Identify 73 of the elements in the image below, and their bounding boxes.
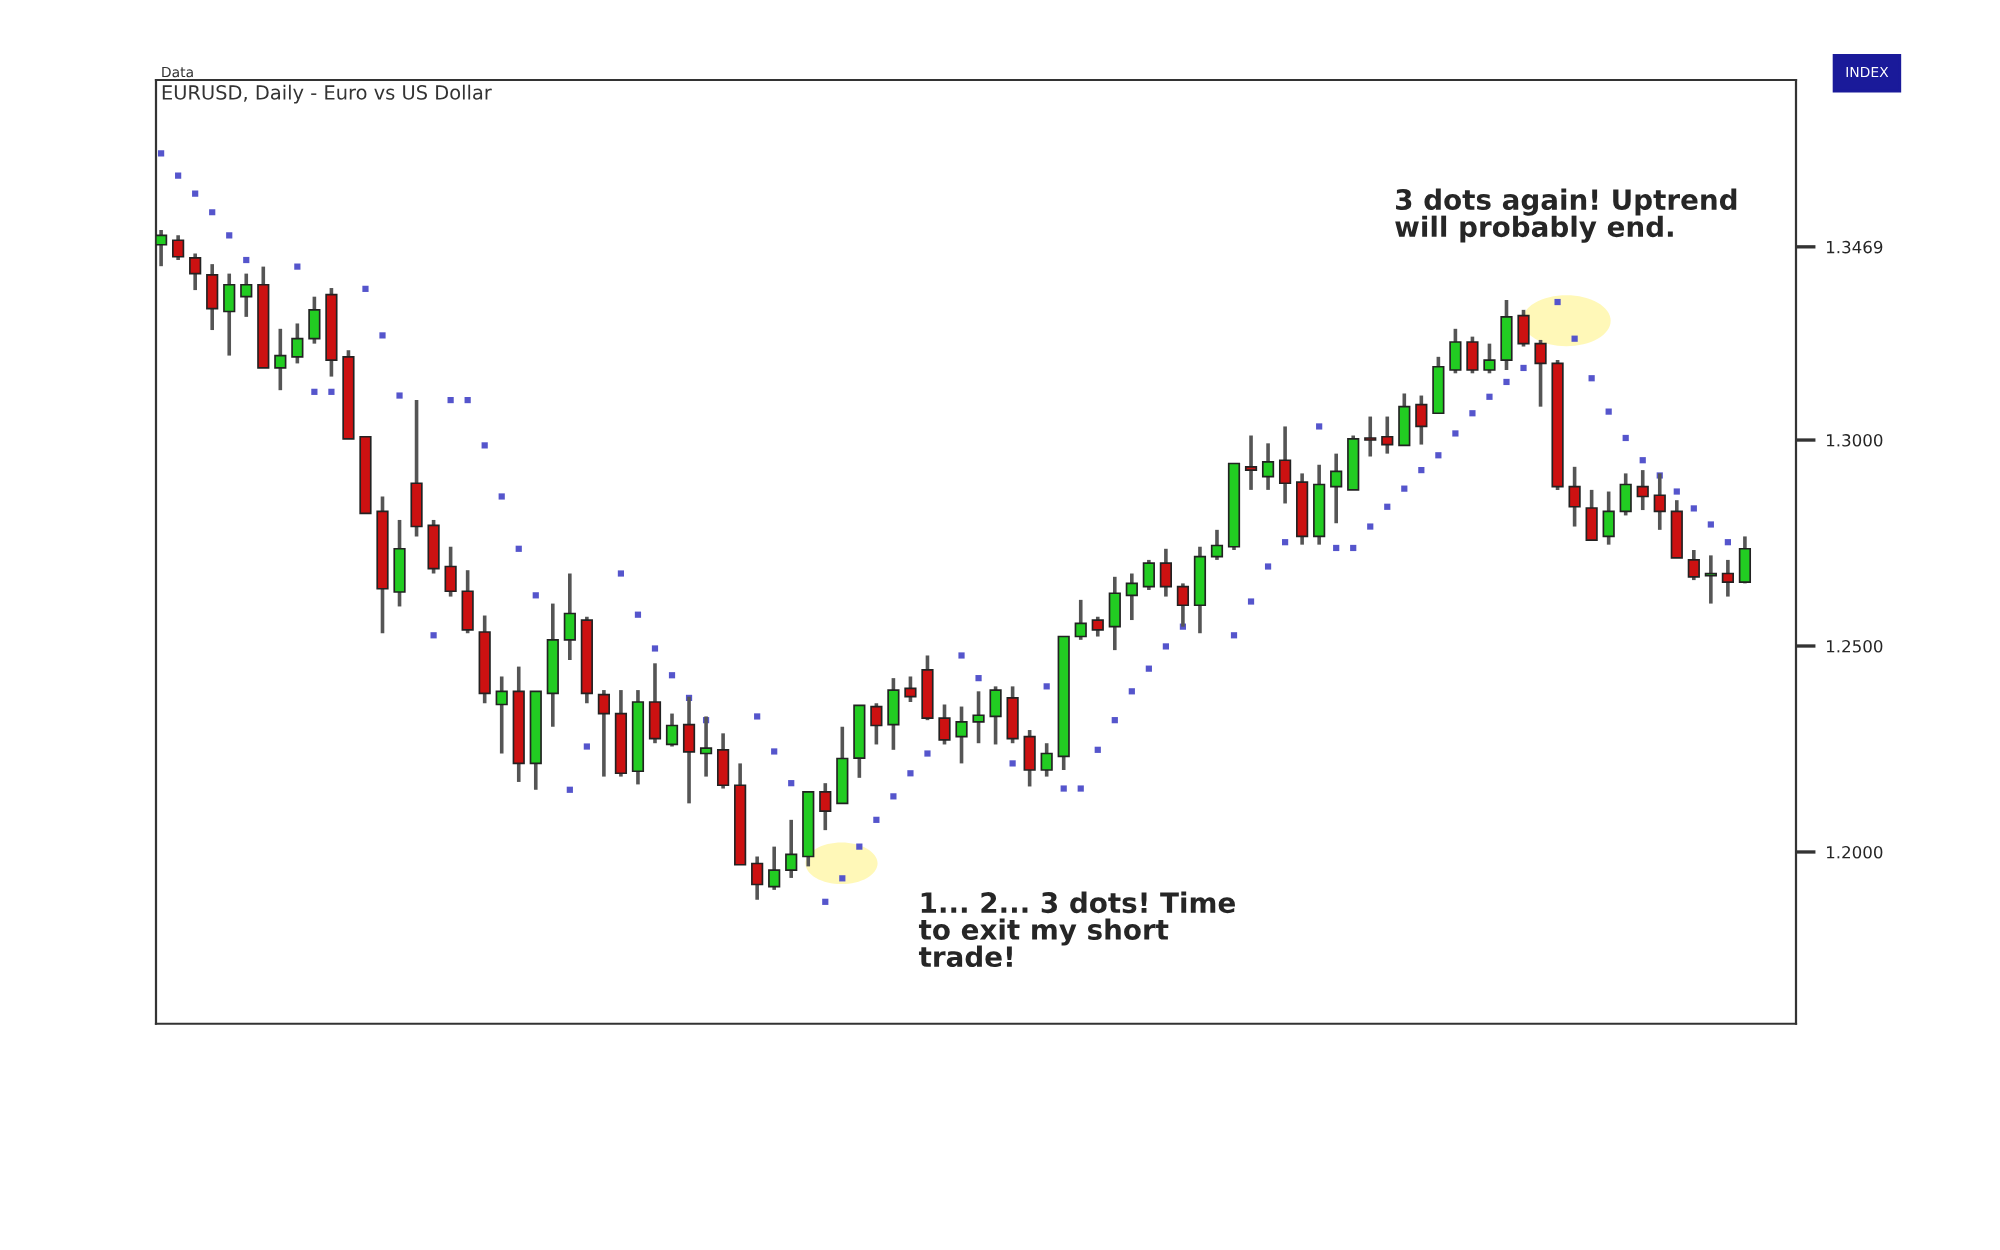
candlestick bbox=[1023, 728, 1036, 789]
candlestick bbox=[1602, 489, 1615, 547]
candlestick bbox=[716, 731, 730, 791]
candlestick bbox=[648, 661, 662, 746]
candlestick bbox=[156, 228, 168, 269]
candlestick bbox=[1261, 441, 1275, 492]
candlestick bbox=[427, 518, 440, 576]
candlestick bbox=[189, 251, 202, 292]
candlestick bbox=[989, 684, 1002, 747]
candlestick bbox=[1500, 298, 1513, 372]
candlestick bbox=[1278, 424, 1292, 506]
candlestick bbox=[1074, 598, 1087, 642]
y-tick-label: 1.2000 bbox=[1827, 845, 1883, 859]
y-tick-label: 1.3000 bbox=[1827, 434, 1883, 447]
candlestick bbox=[836, 724, 849, 806]
candlestick bbox=[870, 701, 883, 747]
candlestick bbox=[665, 711, 679, 749]
candlestick bbox=[1210, 528, 1224, 562]
candlestick bbox=[1687, 548, 1700, 582]
candlestick bbox=[1330, 451, 1343, 526]
candlestick bbox=[1466, 334, 1479, 376]
candlestick bbox=[1619, 471, 1632, 518]
y-tick-label: 1.3469 bbox=[1827, 240, 1883, 254]
candlestick bbox=[1244, 433, 1258, 492]
candlestick bbox=[1040, 741, 1053, 779]
candlestick bbox=[819, 781, 832, 832]
candlestick bbox=[1738, 534, 1752, 586]
candlestick bbox=[1159, 546, 1173, 599]
candlestick bbox=[887, 676, 900, 752]
candlestick bbox=[172, 233, 185, 262]
candlestick bbox=[410, 398, 423, 539]
candlestick bbox=[1670, 498, 1683, 560]
candlestick bbox=[751, 854, 764, 902]
candlestick bbox=[1142, 558, 1155, 592]
candlestick bbox=[1534, 338, 1547, 409]
chart-title: EURUSD, Daily - Euro vs US Dollar bbox=[162, 84, 492, 104]
candlestick bbox=[461, 568, 474, 636]
candlestick bbox=[291, 321, 304, 366]
candlestick bbox=[1517, 308, 1530, 349]
candlestick bbox=[1364, 414, 1377, 459]
candlestick bbox=[274, 327, 287, 392]
candlestick bbox=[1721, 558, 1734, 599]
y-tick-label: 1.2500 bbox=[1827, 639, 1883, 653]
candlestick bbox=[955, 704, 968, 766]
candlestick bbox=[597, 688, 611, 779]
candlestick bbox=[1636, 468, 1649, 512]
candlestick bbox=[444, 544, 457, 599]
candlestick bbox=[972, 689, 985, 746]
candlestick bbox=[1398, 391, 1411, 448]
candlestick bbox=[768, 844, 781, 892]
annotation: 3 dots again! Uptrend will probably end. bbox=[1395, 188, 1737, 243]
candlestick bbox=[904, 674, 917, 704]
candlestick bbox=[495, 674, 508, 756]
candlestick bbox=[1381, 414, 1394, 456]
annotation: 1... 2... 3 dots! Time to exit my short trade! bbox=[918, 891, 1235, 968]
candlestick bbox=[1483, 341, 1496, 376]
candlestick bbox=[1449, 327, 1462, 376]
candlestick bbox=[1006, 684, 1019, 746]
candlestick bbox=[1432, 355, 1445, 416]
candlestick bbox=[1585, 488, 1598, 542]
candlestick bbox=[1415, 393, 1428, 447]
candlestick bbox=[240, 271, 253, 319]
candlestick bbox=[1568, 465, 1581, 529]
candlestick bbox=[563, 571, 576, 662]
candlestick bbox=[223, 271, 236, 358]
candlestick bbox=[1108, 574, 1121, 652]
candlestick bbox=[785, 818, 798, 880]
candlestick bbox=[1125, 571, 1138, 622]
candlestick bbox=[393, 518, 406, 609]
candlestick bbox=[206, 262, 219, 332]
candlestick bbox=[1091, 614, 1104, 639]
candlestick bbox=[308, 294, 321, 346]
candlestick bbox=[938, 702, 951, 747]
